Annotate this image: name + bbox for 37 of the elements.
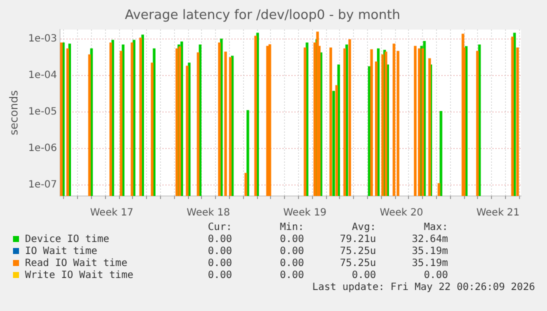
y-tick-label: 1e-03: [28, 34, 58, 45]
y-tick-label: 1e-05: [28, 106, 58, 118]
text: 79.21u: [338, 234, 376, 246]
y-tick-label: 1e-04: [28, 70, 58, 82]
legend-label: Write IO Wait time: [24, 270, 134, 282]
text: 32.64m: [410, 234, 448, 246]
chart-title: Average latency for /dev/loop0 - by month: [124, 8, 400, 24]
text: Last update: Fri May 22 00:26:09 2026: [312, 282, 535, 293]
legend-label: Device IO time: [24, 234, 110, 246]
text: Avg:: [350, 222, 376, 234]
text: Max:: [422, 222, 448, 234]
text: Min:: [278, 222, 304, 234]
text: 0.00: [278, 258, 304, 270]
text: 0.00: [206, 258, 232, 270]
x-tick-label: Week 17: [90, 208, 134, 219]
text: 0.00: [350, 270, 376, 282]
x-tick-label: Week 20: [380, 208, 424, 219]
text: 0.00: [206, 246, 232, 258]
y-tick-label: 1e-06: [28, 143, 58, 154]
text: 35.19m: [410, 258, 448, 270]
x-tick-label: Week 18: [186, 208, 230, 219]
text: 0.00: [206, 270, 232, 282]
x-tick-label: Week 21: [476, 208, 520, 219]
text: 0.00: [206, 234, 232, 246]
y-axis-title: seconds: [7, 90, 20, 136]
text: 75.25u: [338, 246, 376, 258]
y-tick-label: 1e-07: [28, 180, 58, 191]
text: Cur:: [206, 222, 232, 234]
text: 0.00: [422, 270, 448, 282]
text: 0.00: [278, 246, 304, 258]
text: 35.19m: [410, 246, 448, 258]
text: 0.00: [278, 234, 304, 246]
legend-label: Read IO Wait time: [24, 258, 128, 270]
text: 75.25u: [338, 258, 376, 270]
x-tick-label: Week 19: [283, 208, 327, 219]
legend-label: IO Wait time: [24, 246, 98, 258]
text: 0.00: [278, 270, 304, 282]
